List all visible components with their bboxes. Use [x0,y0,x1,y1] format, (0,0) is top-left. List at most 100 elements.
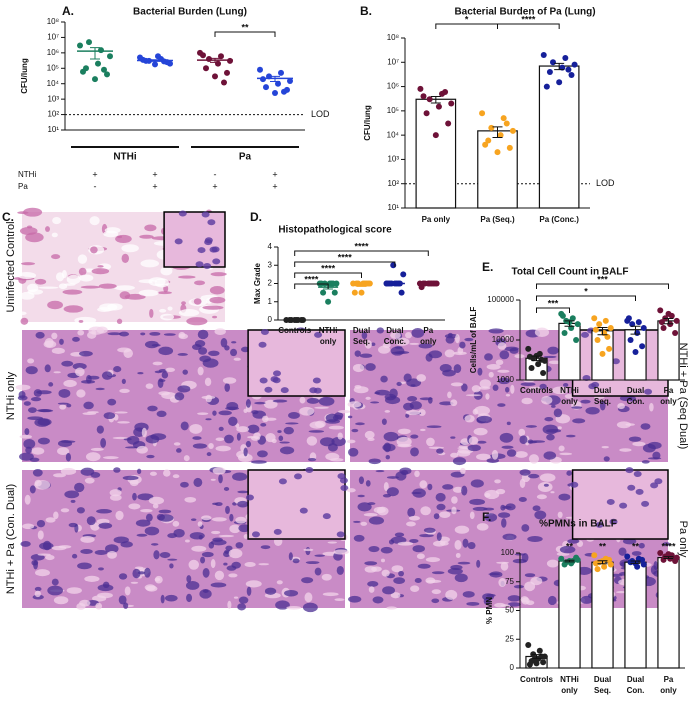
tissue-texture [47,300,64,310]
tissue-texture [58,388,71,398]
tissue-texture [245,580,262,588]
data-point [448,100,455,107]
data-point [607,324,614,331]
tissue-texture [277,430,282,433]
y-tick-label: 10⁵ [47,63,59,72]
tissue-texture [318,396,335,406]
tissue-texture [177,353,188,356]
tissue-texture [500,561,509,571]
tissue-texture [223,487,230,491]
tissue-texture [83,401,94,410]
tissue-texture [91,329,97,335]
x-tick-label: only [660,686,677,695]
tissue-texture [51,545,67,551]
tissue-texture [497,342,507,350]
x-tick-label: Con. [627,686,645,695]
tissue-texture [397,541,414,546]
data-point [200,52,206,59]
tissue-texture [468,436,479,445]
tissue-texture [107,551,117,559]
data-point [591,552,598,559]
tissue-texture [506,421,511,426]
tissue-texture [376,327,384,334]
inset-texture [260,328,269,335]
tissue-texture [386,487,399,497]
tissue-texture [372,596,384,604]
inset-texture [570,481,579,488]
tissue-texture [519,435,528,445]
y-tick-label: 3 [268,260,273,269]
tissue-texture [571,406,583,409]
data-point [658,319,665,326]
tissue-texture [365,363,376,371]
tissue-texture [472,506,488,511]
tissue-texture [23,401,31,406]
x-tick-label: NTHi [560,386,579,395]
tissue-texture [494,479,501,484]
tissue-texture [210,559,216,569]
tissue-texture [496,561,509,564]
tissue-texture [456,450,471,457]
error-bar [663,317,674,325]
tissue-texture [386,476,399,479]
tissue-texture [82,412,97,415]
tissue-texture [431,598,440,604]
y-tick-label: 0 [268,315,273,324]
inset-texture [195,261,204,268]
data-point [320,289,327,296]
significance-label: ** [241,22,249,32]
inset-texture [270,376,279,383]
tissue-texture [640,423,651,430]
data-point [101,66,107,73]
tissue-texture [230,348,238,357]
tissue-texture [229,513,234,522]
tissue-texture [19,452,34,461]
tissue-texture [177,385,191,393]
tissue-texture [149,308,154,319]
tissue-texture [410,447,419,457]
tissue-texture [97,265,104,268]
tissue-texture [226,402,239,411]
tissue-texture [485,393,490,400]
tissue-texture [113,366,122,373]
x-tick-label: Pa [664,386,674,395]
data-point [571,61,578,68]
inset-texture [627,484,636,491]
y-tick-label: 1000 [496,375,514,384]
tissue-texture [314,420,326,428]
tissue-texture [528,386,544,390]
tissue-texture [302,602,318,613]
tissue-texture [416,374,427,382]
tissue-texture [370,342,376,346]
tissue-texture [145,435,160,444]
inset-texture [294,473,303,480]
tissue-texture [543,451,557,460]
data-point [287,77,293,84]
tissue-texture [460,467,466,475]
tissue-texture [288,552,293,561]
tissue-texture [38,409,54,413]
tissue-texture [543,483,549,487]
tissue-texture [235,516,247,524]
tissue-texture [47,585,63,596]
tissue-texture [469,498,486,506]
tissue-texture [95,602,103,610]
tissue-texture [100,438,107,448]
tissue-texture [382,342,391,349]
tissue-texture [360,521,368,526]
tissue-texture [89,216,100,226]
tissue-texture [137,493,154,501]
inset-texture [580,331,589,338]
tissue-texture [103,412,116,420]
tissue-texture [174,392,185,401]
tissue-texture [58,283,68,290]
tissue-texture [327,541,338,544]
data-point [227,57,233,64]
tissue-texture [158,391,171,396]
tissue-texture [521,397,533,405]
tissue-texture [314,567,322,576]
tissue-texture [559,545,576,554]
tissue-texture [347,415,353,419]
tissue-texture [409,401,422,410]
